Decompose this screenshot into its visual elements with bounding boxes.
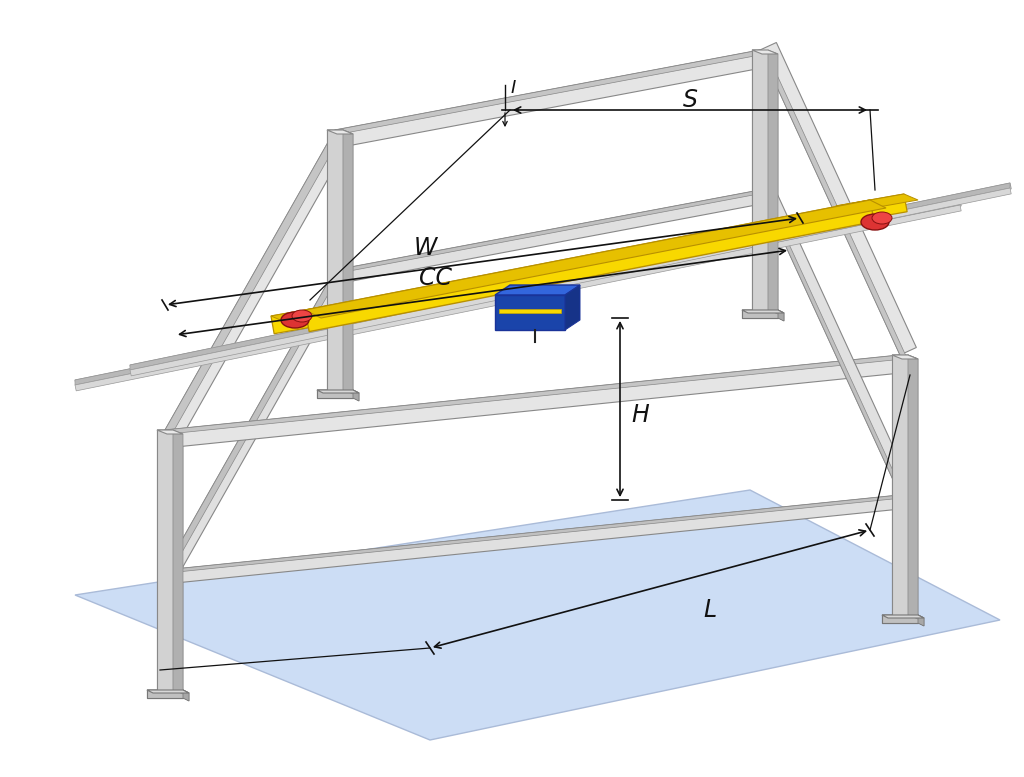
Ellipse shape	[281, 312, 309, 328]
Polygon shape	[760, 190, 905, 498]
Polygon shape	[918, 615, 924, 626]
Polygon shape	[742, 310, 778, 318]
Polygon shape	[908, 355, 918, 619]
Polygon shape	[499, 309, 561, 313]
Text: L: L	[703, 598, 717, 622]
Polygon shape	[742, 310, 778, 318]
Polygon shape	[882, 615, 918, 623]
Text: W: W	[414, 236, 436, 260]
Polygon shape	[271, 304, 342, 334]
Polygon shape	[752, 50, 768, 310]
Polygon shape	[892, 355, 918, 359]
Polygon shape	[75, 490, 1000, 740]
Polygon shape	[892, 355, 918, 359]
Polygon shape	[147, 690, 183, 698]
Polygon shape	[165, 270, 347, 577]
Polygon shape	[317, 390, 353, 398]
Polygon shape	[335, 50, 763, 148]
Polygon shape	[130, 188, 1012, 376]
Polygon shape	[183, 690, 189, 701]
Polygon shape	[317, 390, 359, 393]
Polygon shape	[768, 50, 778, 314]
Polygon shape	[327, 130, 343, 390]
Polygon shape	[130, 183, 1012, 371]
Polygon shape	[75, 200, 961, 385]
Polygon shape	[752, 50, 778, 54]
Polygon shape	[495, 285, 580, 295]
Polygon shape	[157, 430, 173, 690]
Polygon shape	[892, 355, 908, 615]
Ellipse shape	[872, 212, 892, 224]
Polygon shape	[760, 184, 912, 495]
Polygon shape	[353, 390, 359, 401]
Polygon shape	[778, 310, 784, 321]
Polygon shape	[778, 310, 784, 321]
Polygon shape	[565, 285, 580, 330]
Polygon shape	[183, 690, 189, 701]
Polygon shape	[752, 50, 778, 54]
Polygon shape	[317, 390, 359, 393]
Polygon shape	[327, 130, 353, 134]
Ellipse shape	[861, 214, 889, 230]
Polygon shape	[343, 130, 353, 394]
Polygon shape	[173, 430, 183, 694]
Polygon shape	[742, 310, 784, 313]
Text: CC: CC	[419, 266, 452, 290]
Polygon shape	[147, 690, 189, 693]
Polygon shape	[165, 130, 350, 439]
Polygon shape	[343, 130, 353, 394]
Polygon shape	[882, 615, 924, 618]
Polygon shape	[768, 50, 778, 314]
Polygon shape	[327, 130, 343, 390]
Polygon shape	[165, 355, 902, 448]
Polygon shape	[165, 130, 342, 434]
Polygon shape	[760, 50, 907, 359]
Polygon shape	[335, 190, 763, 284]
Polygon shape	[836, 194, 918, 212]
Text: S: S	[683, 88, 697, 112]
Polygon shape	[75, 205, 962, 391]
Polygon shape	[305, 200, 874, 332]
Polygon shape	[157, 430, 173, 690]
Polygon shape	[742, 310, 784, 313]
Text: H: H	[631, 403, 649, 427]
Polygon shape	[760, 43, 916, 355]
Polygon shape	[836, 194, 907, 224]
Polygon shape	[908, 355, 918, 619]
Polygon shape	[882, 615, 918, 623]
Polygon shape	[305, 200, 886, 318]
Polygon shape	[752, 50, 768, 310]
Polygon shape	[173, 430, 183, 694]
Polygon shape	[335, 50, 767, 134]
Polygon shape	[892, 355, 908, 615]
Polygon shape	[147, 690, 189, 693]
Ellipse shape	[292, 310, 312, 322]
Polygon shape	[147, 690, 183, 698]
Polygon shape	[165, 495, 901, 584]
Polygon shape	[495, 295, 565, 330]
Polygon shape	[165, 355, 907, 434]
Polygon shape	[157, 430, 183, 434]
Polygon shape	[75, 200, 962, 386]
Polygon shape	[157, 430, 183, 434]
Polygon shape	[165, 495, 905, 573]
Polygon shape	[918, 615, 924, 626]
Polygon shape	[882, 615, 924, 618]
Polygon shape	[353, 390, 359, 401]
Polygon shape	[165, 270, 340, 573]
Text: I: I	[510, 79, 516, 97]
Polygon shape	[271, 304, 353, 322]
Polygon shape	[335, 190, 765, 273]
Polygon shape	[327, 130, 353, 134]
Polygon shape	[317, 390, 353, 398]
Polygon shape	[130, 183, 1010, 370]
